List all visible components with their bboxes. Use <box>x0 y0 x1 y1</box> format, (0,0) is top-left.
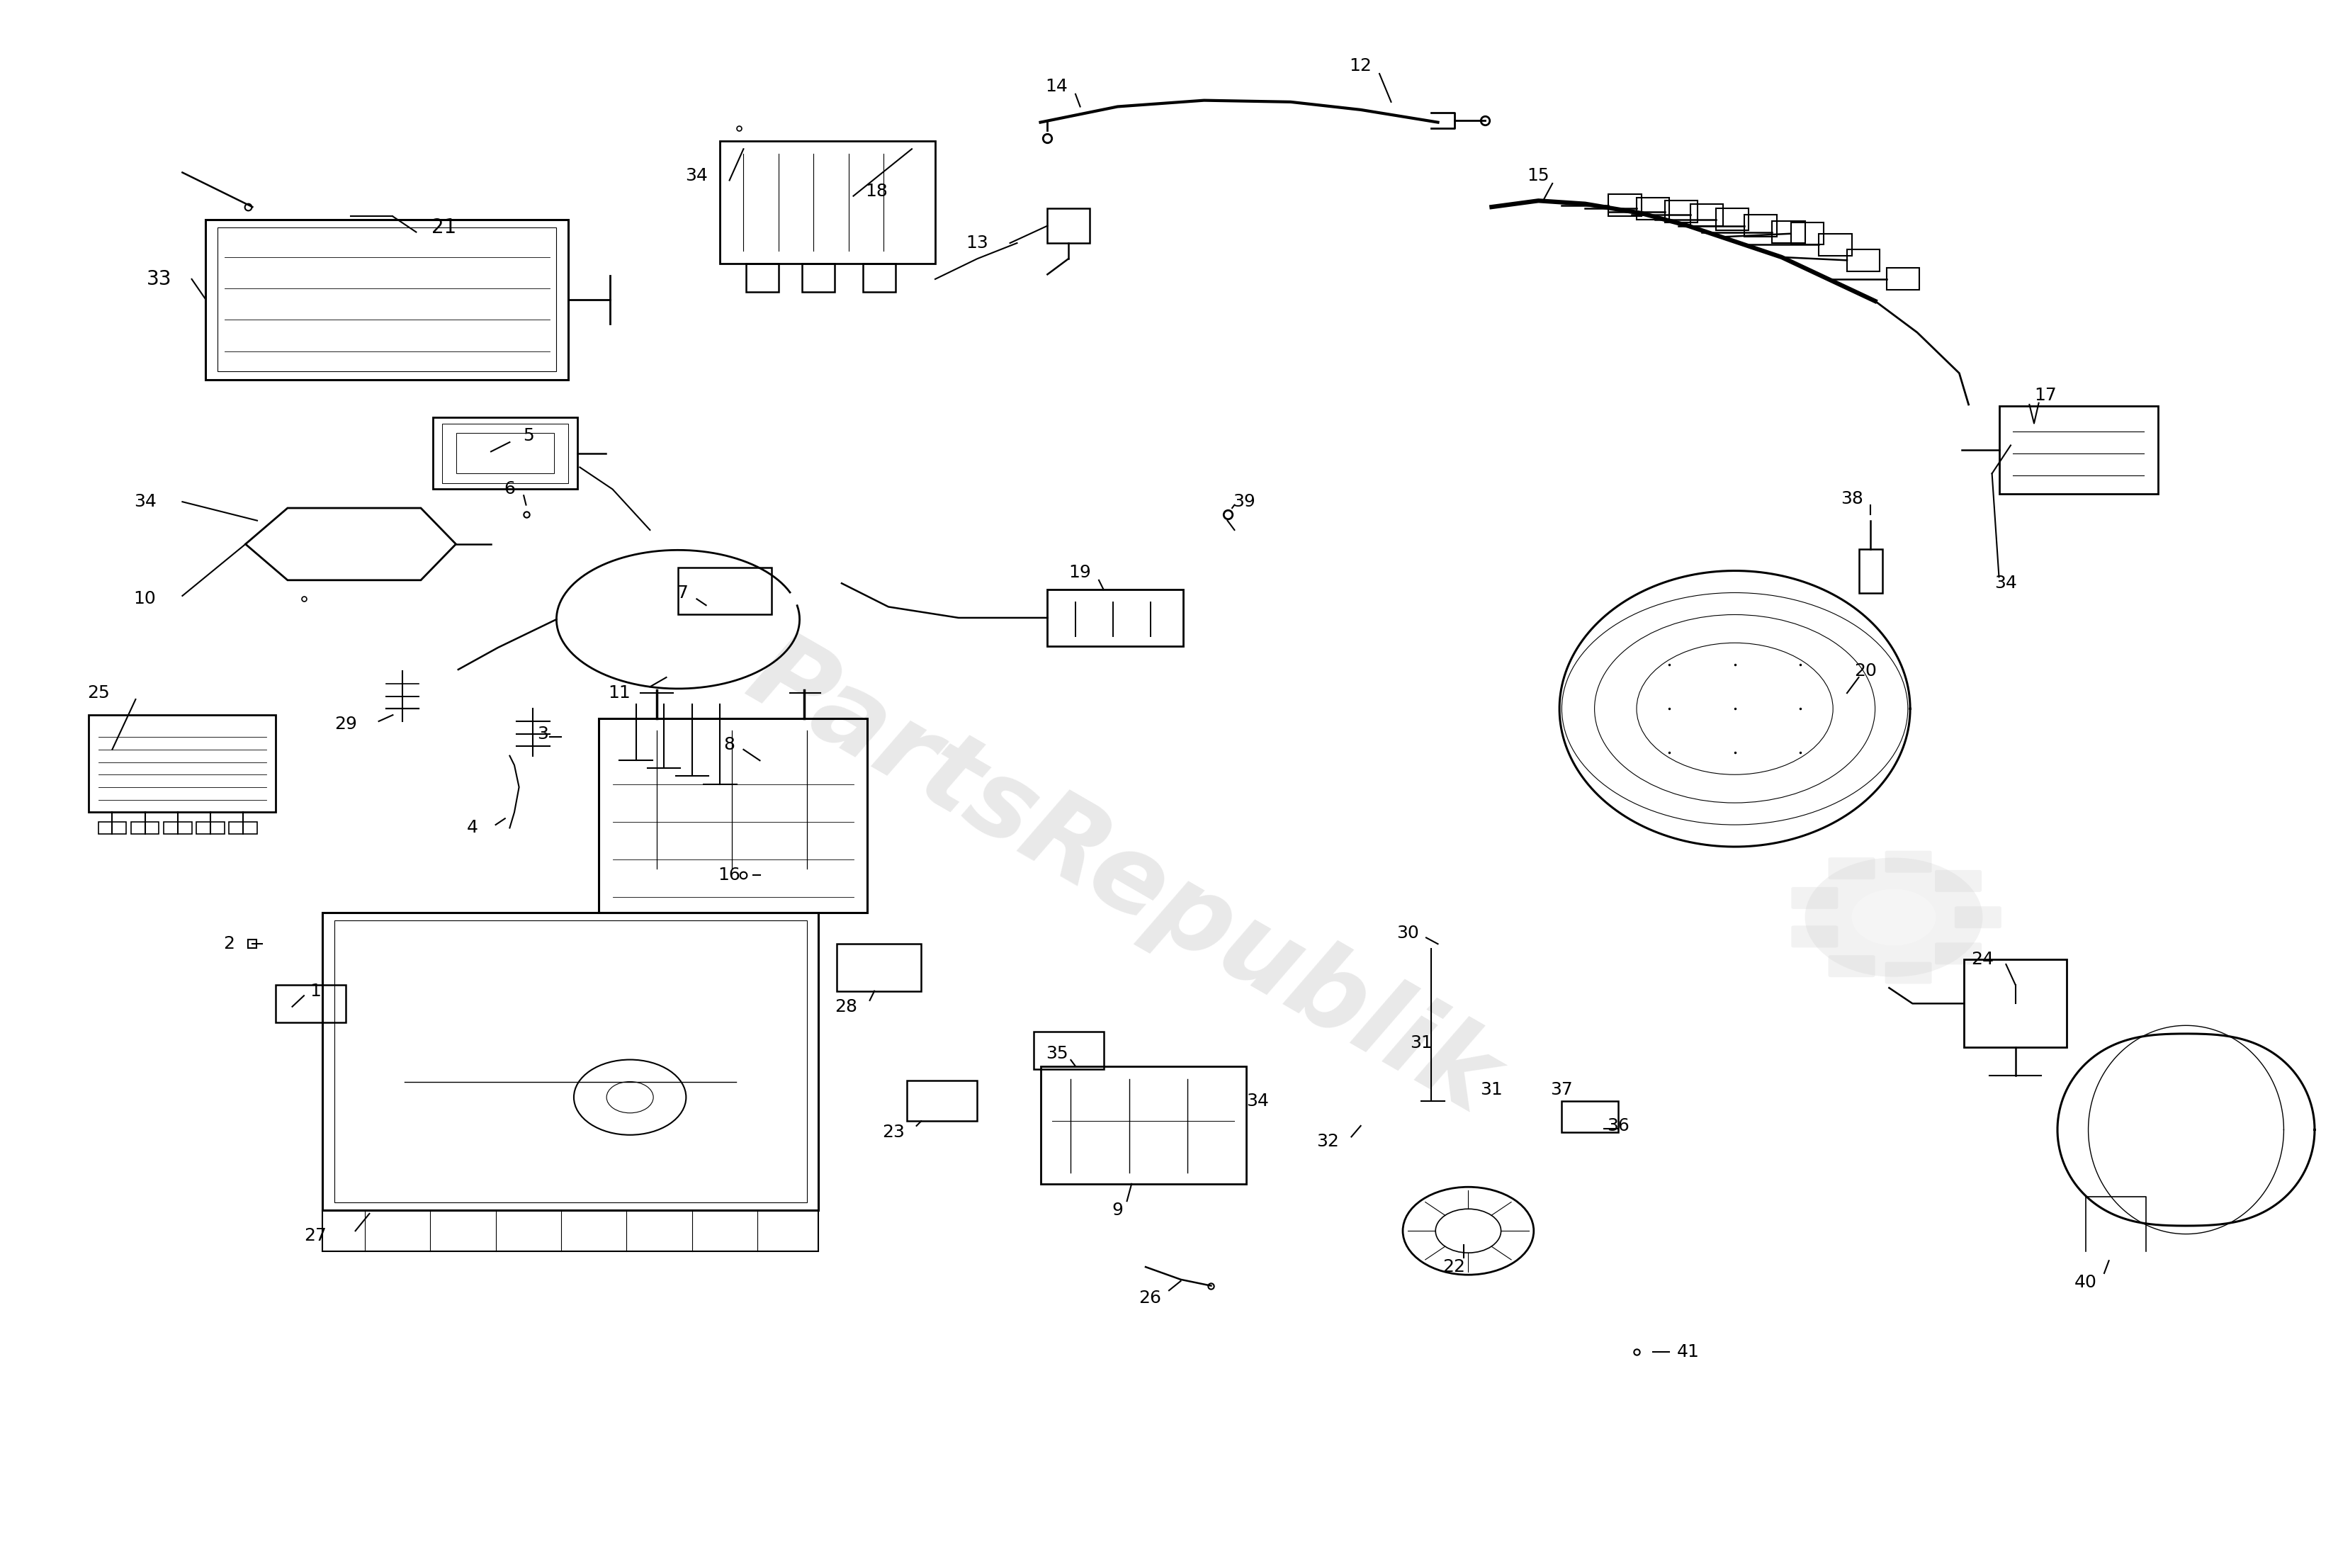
Bar <box>89 715 276 812</box>
Text: 28: 28 <box>835 999 858 1014</box>
Text: 4: 4 <box>468 820 477 836</box>
Bar <box>334 920 807 1203</box>
FancyBboxPatch shape <box>1936 942 1983 964</box>
Bar <box>1887 268 1919 290</box>
FancyBboxPatch shape <box>1791 887 1838 909</box>
Text: 34: 34 <box>133 494 157 510</box>
Text: 34: 34 <box>685 168 708 183</box>
Text: 21: 21 <box>433 218 456 237</box>
Bar <box>1040 1066 1246 1184</box>
Bar <box>1772 221 1805 243</box>
Text: 27: 27 <box>304 1228 327 1243</box>
Text: 10: 10 <box>133 591 157 607</box>
Text: 34: 34 <box>1994 575 2018 591</box>
Bar <box>1716 209 1749 230</box>
Text: 1: 1 <box>311 983 320 999</box>
Text: 37: 37 <box>1550 1082 1573 1098</box>
Text: 11: 11 <box>608 685 631 701</box>
Bar <box>1637 198 1669 220</box>
Bar <box>206 220 568 379</box>
Bar <box>907 1080 977 1121</box>
Bar <box>276 985 346 1022</box>
Text: 23: 23 <box>881 1124 905 1140</box>
Circle shape <box>1852 889 1936 946</box>
Bar <box>1819 234 1852 256</box>
FancyBboxPatch shape <box>1828 858 1875 880</box>
Bar <box>746 263 779 292</box>
Bar <box>1047 209 1090 243</box>
Bar <box>1665 201 1697 223</box>
Bar <box>229 822 257 834</box>
Bar <box>456 433 554 474</box>
Bar <box>1999 406 2158 494</box>
Bar <box>1964 960 2067 1047</box>
Text: 22: 22 <box>1443 1259 1466 1275</box>
Bar <box>98 822 126 834</box>
Text: 5: 5 <box>524 428 533 444</box>
Text: 32: 32 <box>1316 1134 1340 1149</box>
Text: 16: 16 <box>718 867 741 883</box>
Circle shape <box>1805 858 1983 977</box>
Bar <box>1744 215 1777 237</box>
Bar <box>196 822 224 834</box>
Bar <box>164 822 192 834</box>
Text: 26: 26 <box>1139 1290 1162 1306</box>
Bar <box>802 263 835 292</box>
Bar <box>1047 590 1183 646</box>
Bar <box>1033 1032 1104 1069</box>
Text: 12: 12 <box>1349 58 1372 74</box>
Text: 20: 20 <box>1854 663 1877 679</box>
Text: 8: 8 <box>725 737 734 753</box>
Bar <box>131 822 159 834</box>
Text: 3: 3 <box>538 726 547 742</box>
Bar <box>1791 223 1824 245</box>
Text: 9: 9 <box>1113 1203 1122 1218</box>
Text: 14: 14 <box>1045 78 1068 94</box>
Text: 41: 41 <box>1676 1344 1700 1359</box>
Text: 17: 17 <box>2034 387 2057 403</box>
Text: 29: 29 <box>334 717 358 732</box>
FancyBboxPatch shape <box>1884 961 1931 983</box>
Bar <box>1847 249 1880 271</box>
Text: 36: 36 <box>1606 1118 1630 1134</box>
Text: 13: 13 <box>966 235 989 251</box>
Text: 7: 7 <box>678 585 687 601</box>
Bar <box>837 944 921 991</box>
Text: 40: 40 <box>2074 1275 2097 1290</box>
Text: PartsRepublik: PartsRepublik <box>729 621 1515 1135</box>
Bar <box>1609 194 1641 216</box>
FancyBboxPatch shape <box>1828 955 1875 977</box>
FancyBboxPatch shape <box>1936 870 1983 892</box>
Bar <box>863 263 895 292</box>
Text: 35: 35 <box>1045 1046 1068 1062</box>
Bar <box>1859 549 1882 593</box>
Bar <box>678 568 772 615</box>
Bar <box>1690 204 1723 226</box>
Text: 38: 38 <box>1840 491 1863 506</box>
Text: 19: 19 <box>1068 564 1092 580</box>
Bar <box>720 141 935 263</box>
Text: 34: 34 <box>1246 1093 1270 1109</box>
Bar <box>323 913 818 1210</box>
Bar <box>599 718 867 913</box>
FancyBboxPatch shape <box>1955 906 2001 928</box>
Text: 15: 15 <box>1527 168 1550 183</box>
Bar <box>1562 1101 1618 1132</box>
Text: 6: 6 <box>505 481 514 497</box>
Text: 33: 33 <box>147 270 171 289</box>
Text: 31: 31 <box>1410 1035 1433 1051</box>
FancyBboxPatch shape <box>1791 925 1838 947</box>
Bar <box>433 417 577 489</box>
Text: 39: 39 <box>1232 494 1256 510</box>
Text: 24: 24 <box>1971 952 1994 967</box>
Text: 18: 18 <box>865 183 888 199</box>
Text: 25: 25 <box>87 685 110 701</box>
FancyBboxPatch shape <box>1884 851 1931 873</box>
Text: 31: 31 <box>1480 1082 1503 1098</box>
Bar <box>217 227 556 372</box>
Bar <box>442 423 568 483</box>
Bar <box>323 1210 818 1251</box>
Text: 30: 30 <box>1396 925 1419 941</box>
Text: 2: 2 <box>224 936 234 952</box>
